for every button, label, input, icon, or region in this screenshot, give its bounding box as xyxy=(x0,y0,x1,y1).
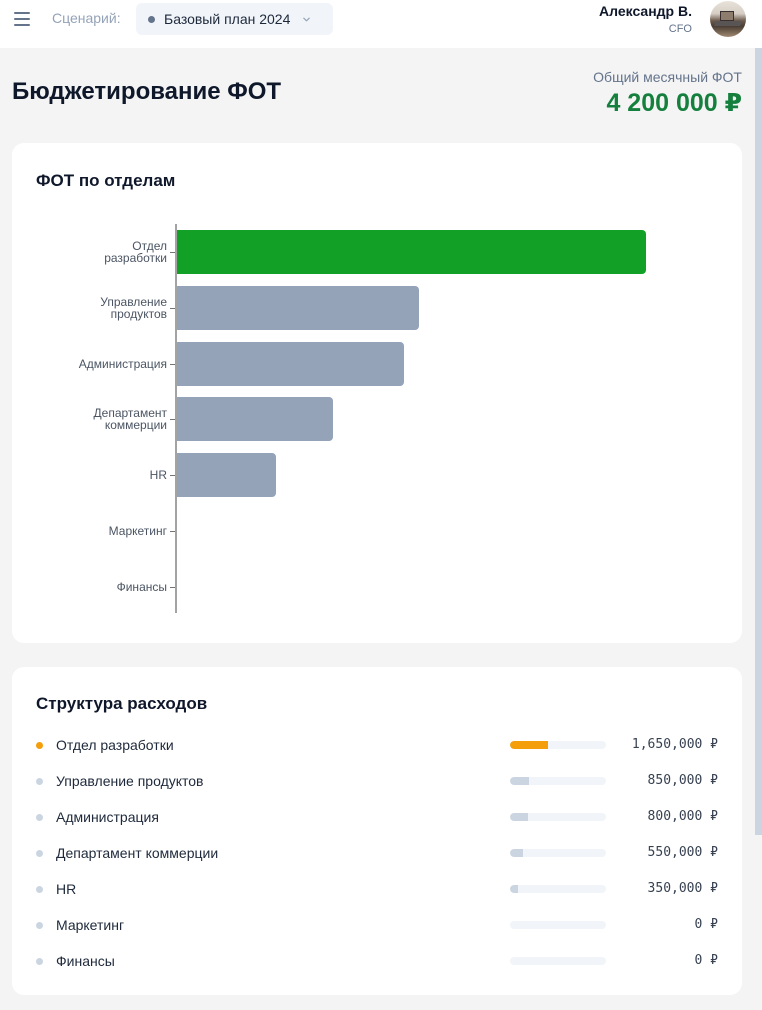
chart-category: Управление продуктов xyxy=(12,286,175,330)
department-dot-icon xyxy=(36,850,43,857)
chevron-down-icon xyxy=(303,17,311,21)
chart-category-label: Финансы xyxy=(116,579,167,594)
share-progress-fill xyxy=(510,885,518,893)
chart-category: Отдел разработки xyxy=(12,230,175,274)
share-progress-bar xyxy=(510,849,606,857)
chart-axis-tick xyxy=(170,363,175,365)
chart-category-label: Маркетинг xyxy=(108,524,167,538)
hamburger-icon-line xyxy=(14,18,30,20)
department-name: Управление продуктов xyxy=(56,773,204,789)
chart-category: Маркетинг xyxy=(12,509,175,553)
share-progress-fill xyxy=(510,813,529,821)
chart-category: HR xyxy=(12,453,175,497)
share-progress-bar xyxy=(510,813,606,821)
user-info[interactable]: Александр В. CFO xyxy=(599,3,692,37)
chart-axis-tick xyxy=(170,475,175,477)
payroll-by-department-card: ФОТ по отделам Отдел разработки Управлени… xyxy=(12,143,742,643)
cost-structure-row[interactable]: Финансы 0 ₽ xyxy=(12,951,742,971)
avatar-image-laptop-keyboard xyxy=(714,21,742,26)
share-progress-fill xyxy=(510,741,548,749)
scenario-status-dot-icon xyxy=(148,15,155,23)
hamburger-icon-line xyxy=(14,24,30,26)
department-dot-icon xyxy=(36,958,43,965)
chart-category: Департамент коммерции xyxy=(12,397,175,441)
cost-structure-row[interactable]: HR 350,000 ₽ xyxy=(12,879,742,899)
hamburger-menu-button[interactable] xyxy=(14,11,30,27)
department-amount: 800,000 ₽ xyxy=(647,809,718,824)
department-name: Администрация xyxy=(56,809,159,825)
department-amount: 350,000 ₽ xyxy=(647,881,718,896)
chart-y-axis xyxy=(175,224,177,613)
avatar-image-laptop-screen xyxy=(720,11,734,21)
department-amount: 1,650,000 ₽ xyxy=(631,737,718,752)
chart-bar[interactable] xyxy=(177,453,276,498)
chart-bar[interactable] xyxy=(177,397,333,442)
department-dot-icon xyxy=(36,778,43,785)
department-amount: 550,000 ₽ xyxy=(647,845,718,860)
top-bar: Сценарий: Базовый план 2024 Александр В.… xyxy=(0,0,762,48)
department-amount: 0 ₽ xyxy=(694,917,718,932)
hamburger-icon-line xyxy=(14,12,30,14)
chart-category-label: HR xyxy=(149,468,167,483)
chart-bar[interactable] xyxy=(177,341,404,386)
page-title: Бюджетирование ФОТ xyxy=(12,78,282,105)
chart-axis-tick xyxy=(170,252,175,253)
cost-structure-row[interactable]: Администрация 800,000 ₽ xyxy=(12,807,742,827)
share-progress-bar xyxy=(510,921,606,929)
department-dot-icon xyxy=(36,886,43,893)
department-dot-icon xyxy=(36,742,43,749)
chart-axis-tick xyxy=(170,307,175,309)
department-dot-icon xyxy=(36,814,43,821)
department-amount: 850,000 ₽ xyxy=(647,773,718,788)
share-progress-bar xyxy=(510,885,606,893)
chart-category-label: Департамент коммерции xyxy=(93,406,167,433)
scenario-selected-value: Базовый план 2024 xyxy=(164,11,291,27)
total-payroll-value: 4 200 000 ₽ xyxy=(606,89,742,117)
avatar[interactable] xyxy=(710,1,746,37)
scenario-dropdown[interactable]: Базовый план 2024 xyxy=(136,3,333,35)
cost-structure-row[interactable]: Отдел разработки 1,650,000 ₽ xyxy=(12,735,742,755)
chart-bar[interactable] xyxy=(177,285,419,330)
cost-structure-row[interactable]: Управление продуктов 850,000 ₽ xyxy=(12,771,742,791)
user-name: Александр В. xyxy=(599,3,692,19)
share-progress-bar xyxy=(510,741,606,749)
chart-category: Финансы xyxy=(12,565,175,609)
user-role: CFO xyxy=(668,23,692,35)
department-name: HR xyxy=(56,881,77,897)
share-progress-fill xyxy=(510,777,530,785)
cost-structure-row[interactable]: Департамент коммерции 550,000 ₽ xyxy=(12,843,742,863)
department-dot-icon xyxy=(36,922,43,929)
cost-structure-row[interactable]: Маркетинг 0 ₽ xyxy=(12,915,742,935)
chart-category-label: Управление продуктов xyxy=(100,294,167,321)
page-scrollbar[interactable] xyxy=(755,48,762,835)
cost-structure-card: Структура расходов Отдел разработки 1,650… xyxy=(12,667,742,995)
chart-category: Администрация xyxy=(12,342,175,386)
department-amount: 0 ₽ xyxy=(694,953,718,968)
scenario-label: Сценарий: xyxy=(52,10,121,26)
share-progress-bar xyxy=(510,777,606,785)
share-progress-fill xyxy=(510,849,523,857)
department-name: Маркетинг xyxy=(56,917,125,933)
structure-title: Структура расходов xyxy=(36,694,208,713)
department-name: Отдел разработки xyxy=(56,737,174,753)
chart-category-label: Администрация xyxy=(78,356,167,371)
chart-category-label: Отдел разработки xyxy=(104,239,167,265)
chart-axis-tick xyxy=(170,419,175,421)
share-progress-bar xyxy=(510,957,606,965)
total-payroll-label: Общий месячный ФОТ xyxy=(593,69,742,85)
department-name: Департамент коммерции xyxy=(56,845,219,861)
chart-title: ФОТ по отделам xyxy=(36,171,176,190)
department-name: Финансы xyxy=(56,953,115,969)
chart-bar[interactable] xyxy=(177,230,646,274)
chart-axis-tick xyxy=(170,586,175,588)
chart-axis-tick xyxy=(170,531,175,532)
